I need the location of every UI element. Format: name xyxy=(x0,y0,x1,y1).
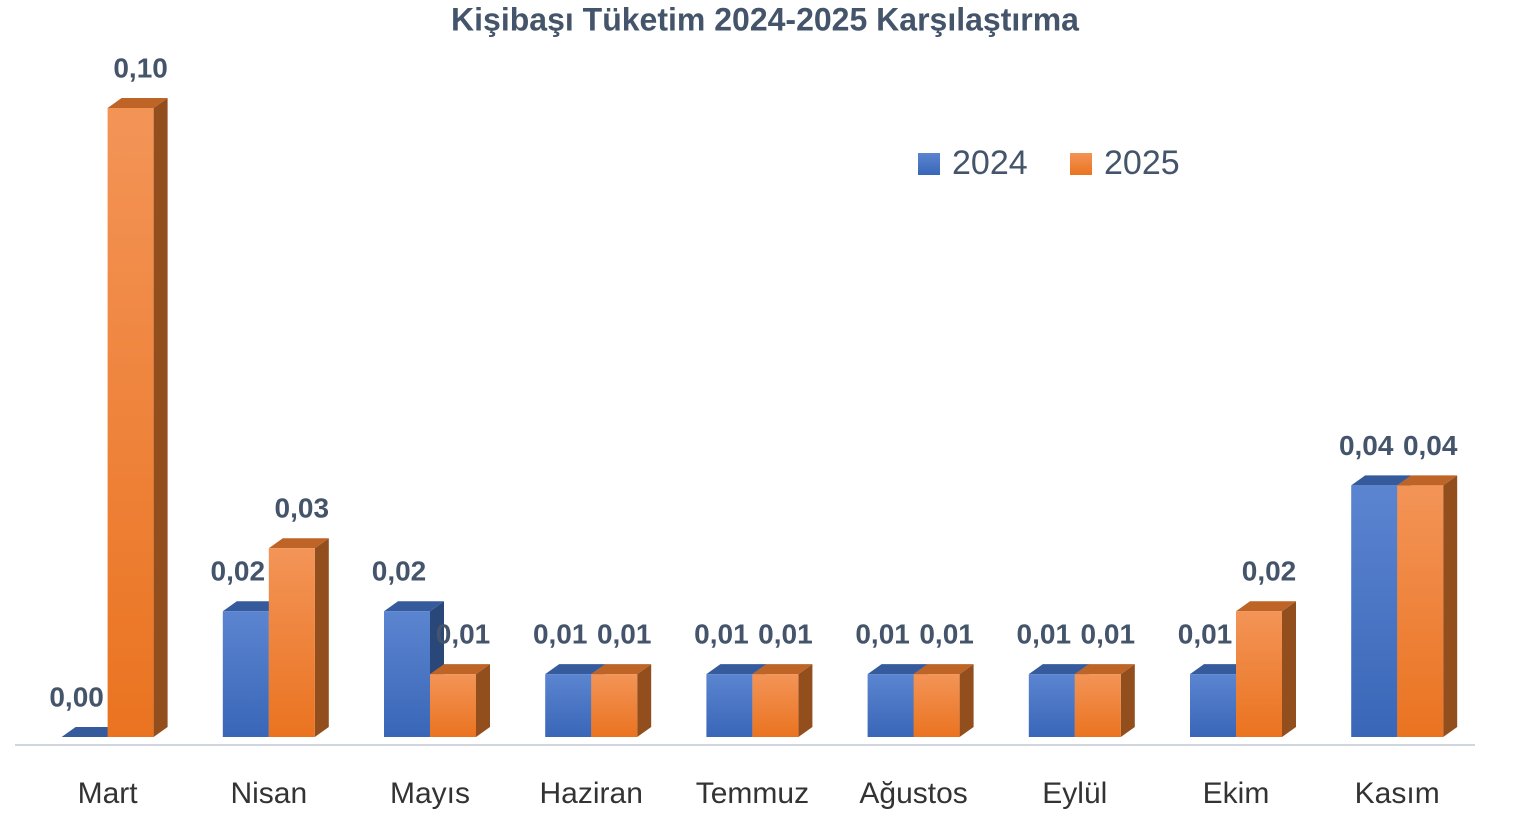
bar xyxy=(867,674,914,737)
bar-side xyxy=(1443,475,1458,737)
data-label: 0,02 xyxy=(372,556,427,587)
data-label: 0,01 xyxy=(855,618,910,649)
bar-top xyxy=(1074,664,1135,675)
bar xyxy=(1074,674,1121,737)
bar-top xyxy=(706,664,767,675)
legend-swatch xyxy=(918,153,940,175)
bar xyxy=(752,674,799,737)
bar-side xyxy=(153,98,168,737)
bar xyxy=(1028,674,1075,737)
data-label: 0,01 xyxy=(919,618,974,649)
bar xyxy=(591,674,638,737)
bar-top xyxy=(1028,664,1089,675)
bar-side xyxy=(959,664,974,737)
bar-side xyxy=(798,664,813,737)
legend-label: 2025 xyxy=(1104,144,1180,182)
data-label: 0,04 xyxy=(1403,430,1458,461)
x-tick-label: Haziran xyxy=(540,777,643,810)
data-label: 0,02 xyxy=(211,556,266,587)
data-label: 0,01 xyxy=(597,618,652,649)
bar xyxy=(107,108,154,737)
bar-side xyxy=(1120,664,1135,737)
data-label: 0,01 xyxy=(436,618,491,649)
bar-top xyxy=(384,601,444,612)
data-label: 0,01 xyxy=(1017,618,1072,649)
data-label: 0,10 xyxy=(113,52,168,83)
data-label: 0,01 xyxy=(694,618,749,649)
bar xyxy=(384,611,430,737)
x-tick-label: Mart xyxy=(78,777,139,810)
x-tick-label: Ağustos xyxy=(859,777,967,810)
data-label: 0,01 xyxy=(533,618,588,649)
x-tick-label: Nisan xyxy=(230,777,307,810)
x-tick-label: Kasım xyxy=(1355,777,1440,810)
data-label: 0,01 xyxy=(758,618,813,649)
bar xyxy=(545,674,592,737)
bar-top xyxy=(1236,601,1296,612)
bar-top xyxy=(913,664,974,675)
bar-side xyxy=(1282,601,1296,737)
data-label: 0,00 xyxy=(49,681,104,712)
bar-top xyxy=(107,98,168,108)
bar-top xyxy=(591,664,652,675)
x-tick-label: Eylül xyxy=(1042,777,1107,810)
x-tick-label: Ekim xyxy=(1203,777,1270,810)
legend-label: 2024 xyxy=(952,144,1028,182)
bar xyxy=(268,548,315,737)
bar-side xyxy=(476,664,490,737)
bar-top xyxy=(61,727,122,737)
legend-swatch xyxy=(1070,153,1092,175)
bar-top xyxy=(430,664,490,675)
bar-top xyxy=(867,664,928,675)
bar xyxy=(1236,611,1282,737)
bar xyxy=(430,674,476,737)
data-label: 0,02 xyxy=(1242,556,1297,587)
bar xyxy=(706,674,753,737)
bar xyxy=(1397,485,1444,737)
bar-top xyxy=(1397,475,1458,486)
chart-title: Kişibaşı Tüketim 2024-2025 Karşılaştırma xyxy=(451,1,1079,37)
data-label: 0,03 xyxy=(275,493,330,524)
bar-side xyxy=(314,538,329,737)
bar-top xyxy=(545,664,606,675)
bar-top xyxy=(1351,475,1412,486)
data-label: 0,01 xyxy=(1081,618,1136,649)
bar-top xyxy=(1190,664,1250,675)
bar xyxy=(1351,485,1398,737)
data-label: 0,04 xyxy=(1339,430,1394,461)
bar-side xyxy=(637,664,652,737)
bar xyxy=(913,674,960,737)
data-label: 0,01 xyxy=(1178,618,1233,649)
bar-top xyxy=(752,664,813,675)
bar-top xyxy=(222,601,283,612)
bar xyxy=(1190,674,1236,737)
bar-top xyxy=(268,538,329,549)
x-tick-label: Temmuz xyxy=(696,777,809,810)
bar xyxy=(222,611,269,737)
x-tick-label: Mayıs xyxy=(390,777,470,810)
